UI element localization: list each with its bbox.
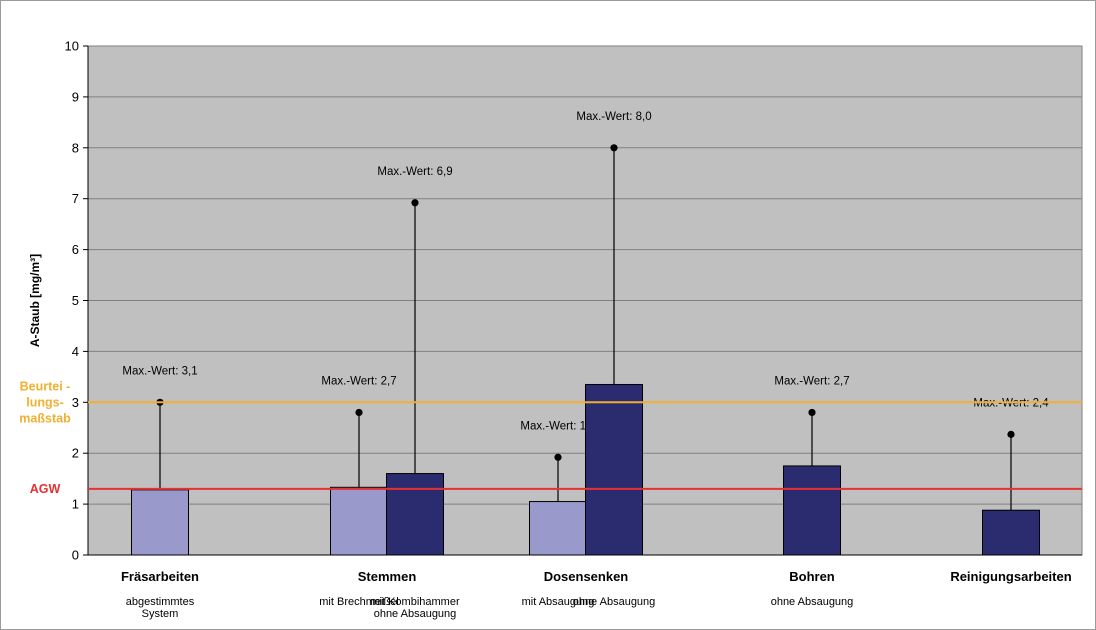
bar (783, 465, 841, 556)
max-value-label: Max.-Wert: 2,7 (774, 375, 849, 387)
bar (585, 383, 643, 556)
max-value-label: Max.-Wert: 2,7 (321, 375, 396, 387)
y-tick-label: 5 (72, 293, 79, 308)
bar-sublabel: mit Brechmeißel (319, 596, 398, 608)
category-label: Reinigungsarbeiten (950, 569, 1071, 584)
reference-line-label: AGW (30, 482, 61, 496)
bar-sublabel: abgestimmtes (126, 596, 195, 608)
bar-sublabel: ohne Absaugung (573, 596, 656, 608)
max-value-label: Max.-Wert: 8,0 (576, 111, 651, 123)
reference-line-label: lungs- (26, 395, 64, 409)
category-label: Dosensenken (544, 569, 629, 584)
y-tick-label: 0 (72, 548, 79, 563)
max-point (411, 199, 419, 207)
max-point (808, 408, 816, 417)
y-tick-label: 6 (72, 242, 79, 257)
y-tick-label: 2 (72, 446, 79, 461)
bar-sublabel: mit Absaugung (522, 596, 595, 608)
y-axis-label: A-Staub [mg/m³] (28, 254, 42, 347)
max-value-label: Max.-Wert: 2,4 (973, 397, 1049, 409)
category-label: Fräsarbeiten (121, 569, 199, 584)
y-tick-label: 8 (72, 140, 79, 155)
bar-sublabel: System (142, 608, 179, 620)
bar-sublabel: mit Kombihammer (370, 596, 460, 608)
max-value-label: Max.-Wert: 3,1 (122, 365, 197, 377)
bar (131, 489, 189, 556)
bar (330, 486, 388, 556)
bar (386, 473, 444, 556)
y-tick-label: 1 (72, 497, 79, 512)
max-point (1007, 430, 1015, 438)
category-label: Stemmen (358, 569, 417, 584)
max-value-label: Max.-Wert: 1,9 (520, 420, 595, 432)
category-label: Bohren (789, 569, 835, 584)
max-point (554, 453, 562, 461)
y-tick-label: 9 (72, 89, 79, 104)
max-point (610, 144, 618, 152)
bar (982, 509, 1040, 556)
reference-line-label: maßstab (19, 411, 71, 425)
max-value-label: Max.-Wert: 6,9 (377, 166, 452, 178)
bar (529, 501, 587, 556)
reference-line-label: Beurtei - (20, 379, 71, 393)
y-tick-label: 4 (72, 344, 79, 359)
max-point (355, 408, 363, 417)
bar-sublabel: ohne Absaugung (771, 596, 854, 608)
bar-sublabel: ohne Absaugung (374, 608, 457, 620)
y-tick-label: 7 (72, 191, 79, 206)
y-tick-label: 10 (65, 39, 79, 54)
y-tick-label: 3 (72, 395, 79, 410)
